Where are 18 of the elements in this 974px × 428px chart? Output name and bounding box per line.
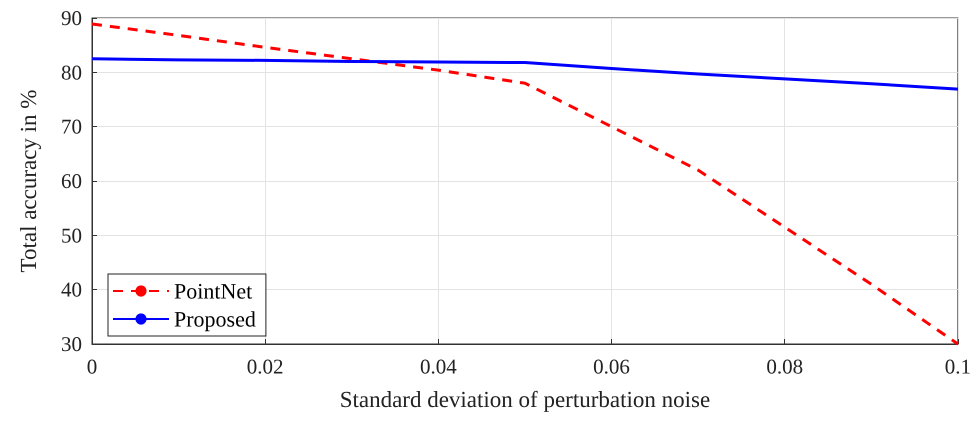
x-tick-label: 0 (86, 354, 98, 378)
line-series (90, 57, 960, 91)
y-axis-title: Total accuracy in % (16, 90, 41, 272)
y-tick-label: 50 (61, 223, 82, 248)
x-tick-label: 0.1 (944, 354, 971, 378)
legend-label: Proposed (174, 306, 256, 332)
legend-label: PointNet (174, 278, 252, 304)
y-tick-label: 80 (61, 60, 82, 84)
y-tick-label: 30 (61, 332, 82, 356)
y-tick-label: 40 (61, 278, 82, 302)
x-tick-label: 0.06 (593, 354, 630, 378)
y-tick-label: 60 (61, 169, 82, 193)
x-axis-title: Standard deviation of perturbation noise (340, 387, 710, 412)
x-tick-label: 0.04 (420, 354, 458, 378)
y-tick-label: 70 (61, 114, 82, 139)
x-tick-label: 0.08 (766, 354, 804, 378)
x-tick-label: 0.02 (246, 354, 284, 378)
y-tick-label: 90 (61, 6, 82, 30)
